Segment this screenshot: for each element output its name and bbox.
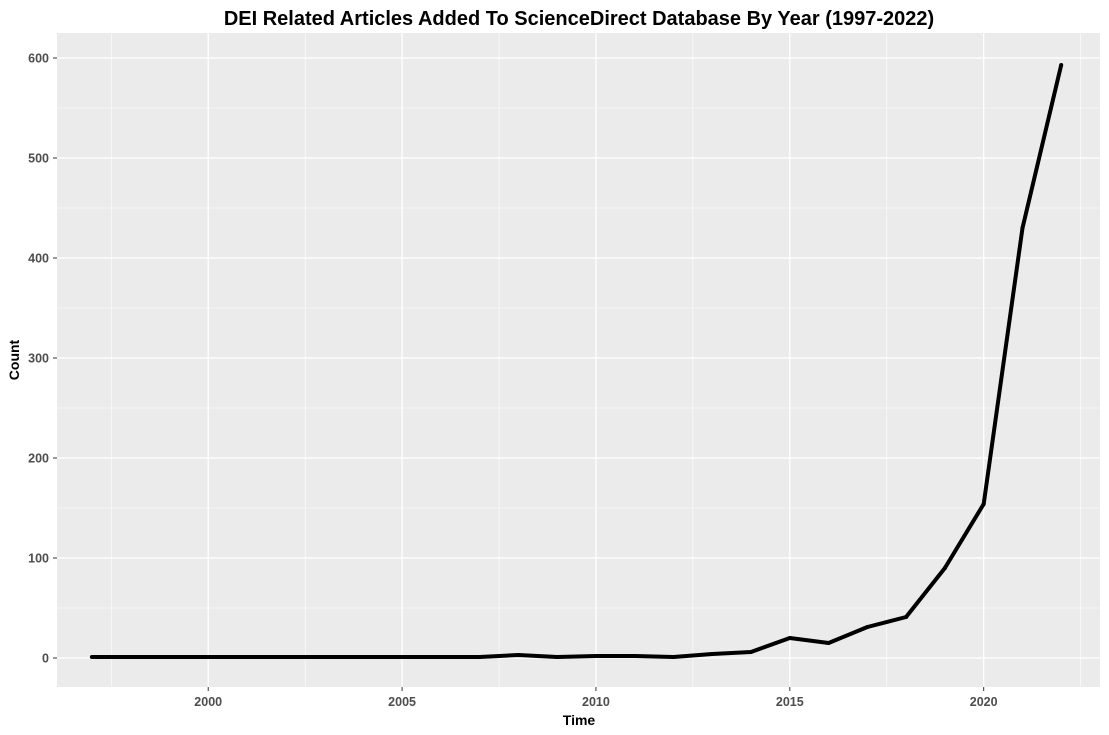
y-tick-label: 500 [28,152,49,166]
data-point [477,655,482,659]
chart-title: DEI Related Articles Added To ScienceDir… [224,8,934,30]
data-point [593,654,598,658]
y-tick-label: 400 [28,252,49,266]
data-point [787,636,792,640]
data-point [516,653,521,657]
x-tick-label: 2010 [582,695,610,709]
data-point [361,655,366,659]
y-tick-label: 300 [28,352,49,366]
y-axis: 0 100 200 300 400 500 600 [28,52,57,666]
y-tick-label: 100 [28,552,49,566]
data-point [167,655,172,659]
data-point [206,655,211,659]
data-point [438,655,443,659]
x-tick-label: 2005 [388,695,416,709]
data-point [128,655,133,659]
y-tick-label: 600 [28,52,49,66]
data-point [1020,226,1025,230]
data-point [632,654,637,658]
data-point [283,655,288,659]
plot-panel [57,33,1100,687]
data-point [865,625,870,629]
data-point [710,652,715,656]
data-point [89,655,94,659]
x-tick-label: 2000 [194,695,222,709]
data-point [826,641,831,645]
data-point [942,566,947,570]
y-tick-label: 0 [42,652,49,666]
x-axis-title: Time [563,712,596,728]
data-point [1059,63,1064,67]
y-tick-label: 200 [28,452,49,466]
data-point [904,615,909,619]
data-point [555,655,560,659]
data-points [89,63,1064,659]
data-point [400,655,405,659]
minor-grid [57,33,1100,687]
series-line [91,64,1064,659]
data-point [322,655,327,659]
data-point [749,650,754,654]
data-point [244,655,249,659]
x-tick-label: 2020 [970,695,998,709]
x-axis: 2000 2005 2010 2015 2020 [194,687,998,709]
data-point [671,655,676,659]
data-point [981,502,986,506]
x-tick-label: 2015 [776,695,804,709]
y-axis-title: Count [6,339,22,380]
